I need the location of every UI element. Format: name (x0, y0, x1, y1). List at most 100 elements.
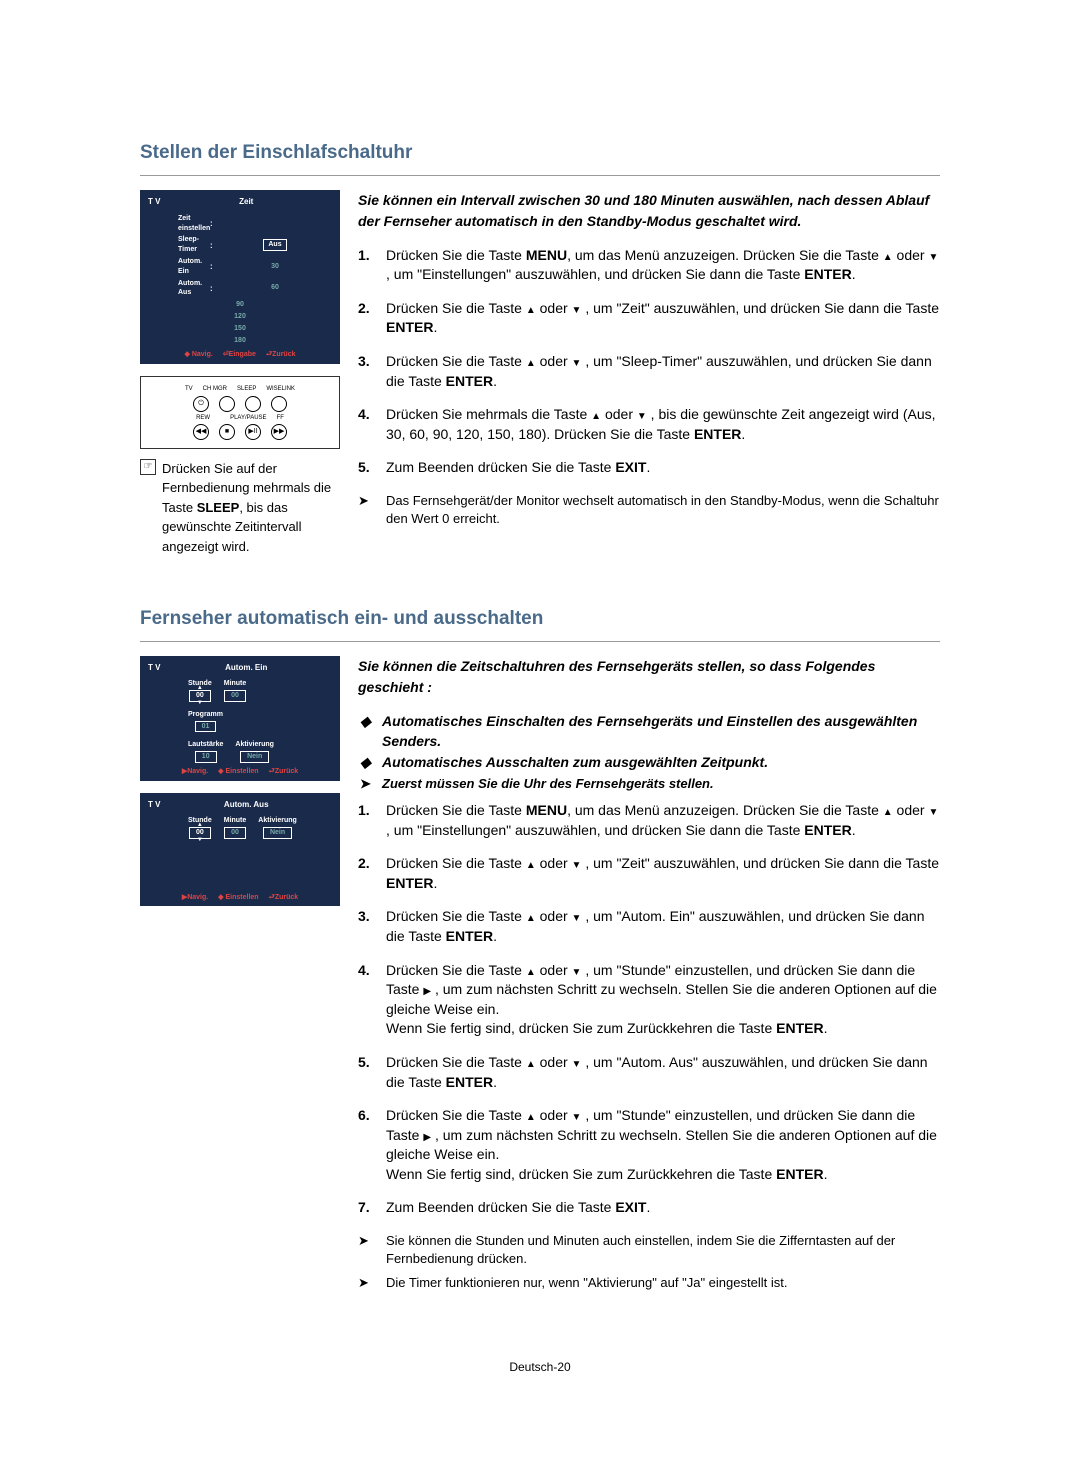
arrow-note: Zuerst müssen Sie die Uhr des Fernsehger… (382, 775, 940, 793)
power-icon: ⏻ (193, 396, 209, 412)
remote-button (245, 396, 261, 412)
field-value: 00 (224, 827, 246, 839)
remote-label: FF (277, 414, 284, 422)
key-exit: EXIT (615, 459, 646, 475)
menu-footer: ▶Navig. ◆ Einstellen ⮐Zurück (148, 893, 332, 903)
menu-item: Autom. Aus (148, 279, 210, 299)
up-arrow-icon: ▲ (526, 966, 536, 980)
intro-text: Sie können die Zeitschaltuhren des Ferns… (358, 656, 940, 698)
menu-footer: ▶Navig. ◆ Einstellen ⮐Zurück (148, 767, 332, 777)
remote-diagram: TV CH MGR SLEEP WISELINK ⏻ REW PLAY/PAUS… (140, 376, 340, 449)
down-arrow-icon: ▼ (928, 251, 938, 265)
option: 180 (148, 335, 332, 347)
key-enter: ENTER (386, 875, 433, 891)
sub-intro: Automatisches Ausschalten zum ausgewählt… (382, 753, 940, 773)
tv-menu-title: Autom. Ein (160, 662, 332, 673)
tv-label: T V (148, 799, 160, 810)
key-enter: ENTER (446, 373, 493, 389)
forward-icon: ▶▶ (271, 424, 287, 440)
field-value: 00 (189, 827, 211, 839)
menu-footer: ◆ Navig. ⏎Eingabe ⮐Zurück (148, 350, 332, 360)
down-arrow-icon: ▼ (572, 912, 582, 926)
down-arrow-icon: ▼ (572, 966, 582, 980)
option: 150 (148, 323, 332, 335)
step: Zum Beenden drücken Sie die Taste EXIT. (358, 1198, 940, 1218)
up-arrow-icon: ▲ (526, 357, 536, 371)
note: Die Timer funktionieren nur, wenn "Aktiv… (358, 1274, 940, 1292)
right-arrow-icon: ▶ (423, 1131, 431, 1145)
key-enter: ENTER (694, 426, 741, 442)
tv-label: T V (148, 196, 160, 207)
down-arrow-icon: ▼ (572, 859, 582, 873)
steps-list: Drücken Sie die Taste MENU, um das Menü … (358, 246, 940, 478)
page-footer: Deutsch-20 (140, 1359, 940, 1376)
step: Drücken Sie die Taste MENU, um das Menü … (358, 801, 940, 840)
down-arrow-icon: ▼ (572, 357, 582, 371)
up-arrow-icon: ▲ (883, 251, 893, 265)
key-enter: ENTER (776, 1020, 823, 1036)
key-enter: ENTER (386, 319, 433, 335)
step: Drücken Sie die Taste ▲ oder ▼ , um "Stu… (358, 1106, 940, 1184)
right-column: Sie können ein Intervall zwischen 30 und… (358, 190, 940, 557)
step: Drücken Sie die Taste ▲ oder ▼ , um "Stu… (358, 961, 940, 1039)
side-note: ☞ Drücken Sie auf der Fernbedienung mehr… (140, 459, 340, 557)
down-arrow-icon: ▼ (637, 410, 647, 424)
selected-value: Aus (263, 239, 286, 251)
option: 90 (148, 299, 332, 311)
down-arrow-icon: ▼ (928, 806, 938, 820)
key-menu: MENU (526, 802, 567, 818)
field-label: Lautstärke (188, 740, 223, 750)
field-value: 00 (224, 690, 246, 702)
tv-menu-zeit: T V Zeit Zeit einstellen: Sleep-Timer:Au… (140, 190, 340, 365)
menu-item: Zeit einstellen (148, 214, 210, 234)
step: Zum Beenden drücken Sie die Taste EXIT. (358, 458, 940, 478)
up-arrow-icon: ▲ (526, 859, 536, 873)
option: 30 (218, 262, 332, 272)
section-auto-on-off: Fernseher automatisch ein- und ausschalt… (140, 606, 940, 1298)
up-arrow-icon: ▲ (526, 304, 536, 318)
steps-list: Drücken Sie die Taste MENU, um das Menü … (358, 801, 940, 1218)
key-enter: ENTER (446, 928, 493, 944)
step: Drücken Sie die Taste ▲ oder ▼ , um "Zei… (358, 299, 940, 338)
field-value: Nein (240, 751, 269, 763)
menu-item: Sleep-Timer (148, 235, 210, 255)
key-enter: ENTER (804, 822, 851, 838)
play-pause-icon: ▶II (245, 424, 261, 440)
up-arrow-icon: ▲ (526, 1058, 536, 1072)
section-title: Fernseher automatisch ein- und ausschalt… (140, 606, 940, 642)
right-column: Sie können die Zeitschaltuhren des Ferns… (358, 656, 940, 1299)
field-value: 01 (195, 721, 217, 733)
key-enter: ENTER (776, 1166, 823, 1182)
remote-button (219, 396, 235, 412)
field-value: 00 (189, 690, 211, 702)
sub-intro: Automatisches Einschalten des Fernsehger… (382, 712, 940, 751)
left-column: T V Zeit Zeit einstellen: Sleep-Timer:Au… (140, 190, 340, 557)
remote-label: PLAY/PAUSE (230, 414, 266, 422)
field-label: Aktivierung (258, 816, 297, 826)
tv-menu-title: Autom. Aus (160, 799, 332, 810)
step: Drücken Sie die Taste MENU, um das Menü … (358, 246, 940, 285)
step: Drücken Sie die Taste ▲ oder ▼ , um "Zei… (358, 854, 940, 893)
tv-menu-autom-aus: T V Autom. Aus Stunde00 Minute00 Aktivie… (140, 793, 340, 907)
down-arrow-icon: ▼ (572, 1111, 582, 1125)
option: 60 (218, 283, 332, 293)
left-column: T V Autom. Ein Stunde00 Minute00 Program… (140, 656, 340, 1299)
field-label: Minute (224, 679, 247, 689)
remote-label: WISELINK (266, 385, 295, 393)
field-value: 10 (195, 751, 217, 763)
remote-button (271, 396, 287, 412)
key-exit: EXIT (615, 1199, 646, 1215)
field-label: Aktivierung (235, 740, 274, 750)
step: Drücken Sie die Taste ▲ oder ▼ , um "Sle… (358, 352, 940, 391)
key-enter: ENTER (804, 266, 851, 282)
down-arrow-icon: ▼ (572, 304, 582, 318)
field-label: Minute (224, 816, 247, 826)
up-arrow-icon: ▲ (526, 912, 536, 926)
section-sleep-timer: Stellen der Einschlafschaltuhr T V Zeit … (140, 140, 940, 556)
step: Drücken Sie die Taste ▲ oder ▼ , um "Aut… (358, 1053, 940, 1092)
tv-menu-title: Zeit (160, 196, 332, 207)
step: Drücken Sie die Taste ▲ oder ▼ , um "Aut… (358, 907, 940, 946)
menu-item: Autom. Ein (148, 257, 210, 277)
field-label: Programm (188, 710, 223, 720)
key-enter: ENTER (446, 1074, 493, 1090)
